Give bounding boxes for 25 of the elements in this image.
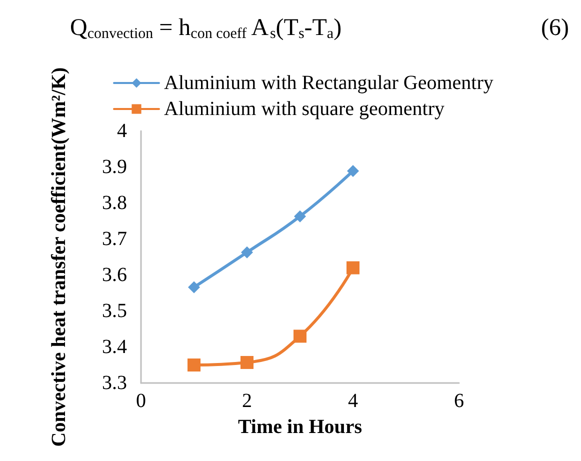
point: [347, 164, 359, 177]
x-axis-title: Time in Hours: [238, 416, 362, 438]
point: [346, 261, 360, 274]
legend-label: Aluminium with square geomentry: [164, 98, 445, 120]
y-tick-label: 4: [117, 120, 127, 142]
x-tick-label: 6: [454, 390, 464, 412]
legend-label: Aluminium with Rectangular Geomentry: [164, 72, 494, 94]
point: [294, 330, 306, 343]
x-tick-label: 2: [242, 390, 252, 412]
y-tick-label: 3.3: [102, 372, 127, 394]
x-tick-label: 4: [348, 390, 358, 412]
point: [294, 210, 306, 222]
y-tick-label: 3.6: [102, 264, 127, 286]
point: [188, 358, 200, 372]
y-tick-label: 3.5: [102, 300, 127, 322]
point: [188, 281, 200, 294]
point: [240, 356, 254, 369]
point: [241, 246, 253, 258]
text: (6): [541, 15, 569, 41]
y-tick-label: 3.7: [102, 228, 127, 250]
y-tick-label: 3.4: [102, 336, 127, 358]
y-tick-label: 3.8: [102, 192, 127, 214]
x-tick-label: 0: [136, 390, 146, 412]
y-tick-label: 3.9: [102, 156, 127, 178]
y-axis-title: Convective heat transfer coefficient(Wm²/K): [48, 67, 70, 447]
